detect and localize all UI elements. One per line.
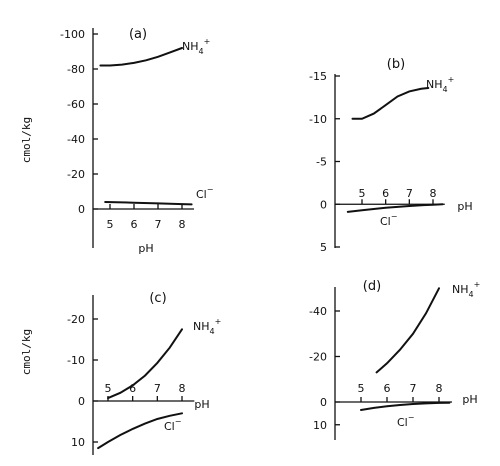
y-tick-label: -60	[67, 98, 85, 111]
x-tick-label: 8	[179, 382, 186, 395]
panel-b: -15 -10 -5 0 5 5 6 7 8 pH (b) NH4+ Cl−	[309, 57, 473, 254]
x-tick-label: 5	[105, 382, 112, 395]
series-label-cl: Cl−	[380, 212, 397, 228]
y-tick-label: 0	[320, 396, 327, 409]
y-tick-label: -40	[67, 133, 85, 146]
series-label-cl: Cl−	[397, 413, 414, 429]
x-axis-label: pH	[138, 242, 153, 255]
series-line-nh4	[375, 287, 440, 374]
x-tick-label: 6	[129, 382, 136, 395]
y-tick-label: -10	[309, 113, 327, 126]
series-label-cl: Cl−	[196, 185, 213, 201]
y-tick-label: -15	[309, 70, 327, 83]
x-tick-label: 6	[131, 218, 138, 231]
y-tick-label: 10	[313, 419, 327, 432]
panel-label: (c)	[149, 291, 166, 306]
x-axis-label: pH	[462, 393, 477, 406]
y-tick-label: 0	[78, 203, 85, 216]
x-tick-label: 5	[358, 382, 365, 395]
y-tick-label: -5	[316, 156, 327, 169]
series-line-nh4	[351, 87, 430, 120]
y-axis-label: cmol/kg	[20, 117, 33, 163]
y-tick-label: -20	[67, 313, 85, 326]
y-tick-label: 0	[320, 198, 327, 211]
x-tick-label: 7	[154, 382, 161, 395]
series-line-cl	[104, 201, 193, 206]
x-tick-label: 6	[382, 187, 389, 200]
x-tick-label: 5	[107, 218, 114, 231]
x-tick-label: 7	[155, 218, 162, 231]
x-tick-label: 8	[430, 187, 437, 200]
panel-label: (a)	[129, 27, 147, 42]
series-line-cl	[360, 401, 451, 411]
series-line-cl	[346, 203, 444, 213]
y-tick-label: -20	[309, 351, 327, 364]
series-line-cl	[97, 412, 183, 450]
y-tick-label: 10	[71, 436, 85, 449]
panel-label: (d)	[363, 279, 381, 294]
y-axis-label: cmol/kg	[20, 329, 33, 375]
x-tick-label: 6	[384, 382, 391, 395]
x-tick-label: 8	[436, 382, 443, 395]
x-axis-label: pH	[194, 398, 209, 411]
y-tick-label: -10	[67, 354, 85, 367]
series-line-nh4	[99, 47, 183, 67]
x-tick-label: 7	[410, 382, 417, 395]
x-tick-label: 8	[179, 218, 186, 231]
series-label-nh4: NH4+	[193, 317, 221, 336]
x-axis-label: pH	[457, 200, 472, 213]
y-tick-label: 5	[320, 241, 327, 254]
y-tick-label: -40	[309, 305, 327, 318]
panel-d: -40 -20 0 10 5 6 7 8 pH (d) NH4+ Cl−	[309, 279, 480, 440]
panel-c: -20 -10 0 10 5 6 7 8 pH (c) cmol/kg NH4+ Cl−	[20, 291, 221, 455]
panel-a: -100 -80 -60 -40 -20 0 5 6 7 8 pH (a) cmol/kg NH4+ Cl−	[20, 27, 213, 255]
y-tick-label: -100	[60, 28, 85, 41]
series-label-nh4: NH4+	[182, 37, 210, 56]
y-tick-label: -20	[67, 168, 85, 181]
series-line-nh4	[107, 328, 183, 400]
y-tick-label: 0	[78, 395, 85, 408]
series-label-cl: Cl−	[164, 417, 181, 433]
x-tick-label: 5	[359, 187, 366, 200]
y-tick-label: -80	[67, 63, 85, 76]
series-label-nh4: NH4+	[452, 280, 480, 299]
series-label-nh4: NH4+	[426, 75, 454, 94]
panel-label: (b)	[387, 57, 405, 72]
x-tick-label: 7	[406, 187, 413, 200]
